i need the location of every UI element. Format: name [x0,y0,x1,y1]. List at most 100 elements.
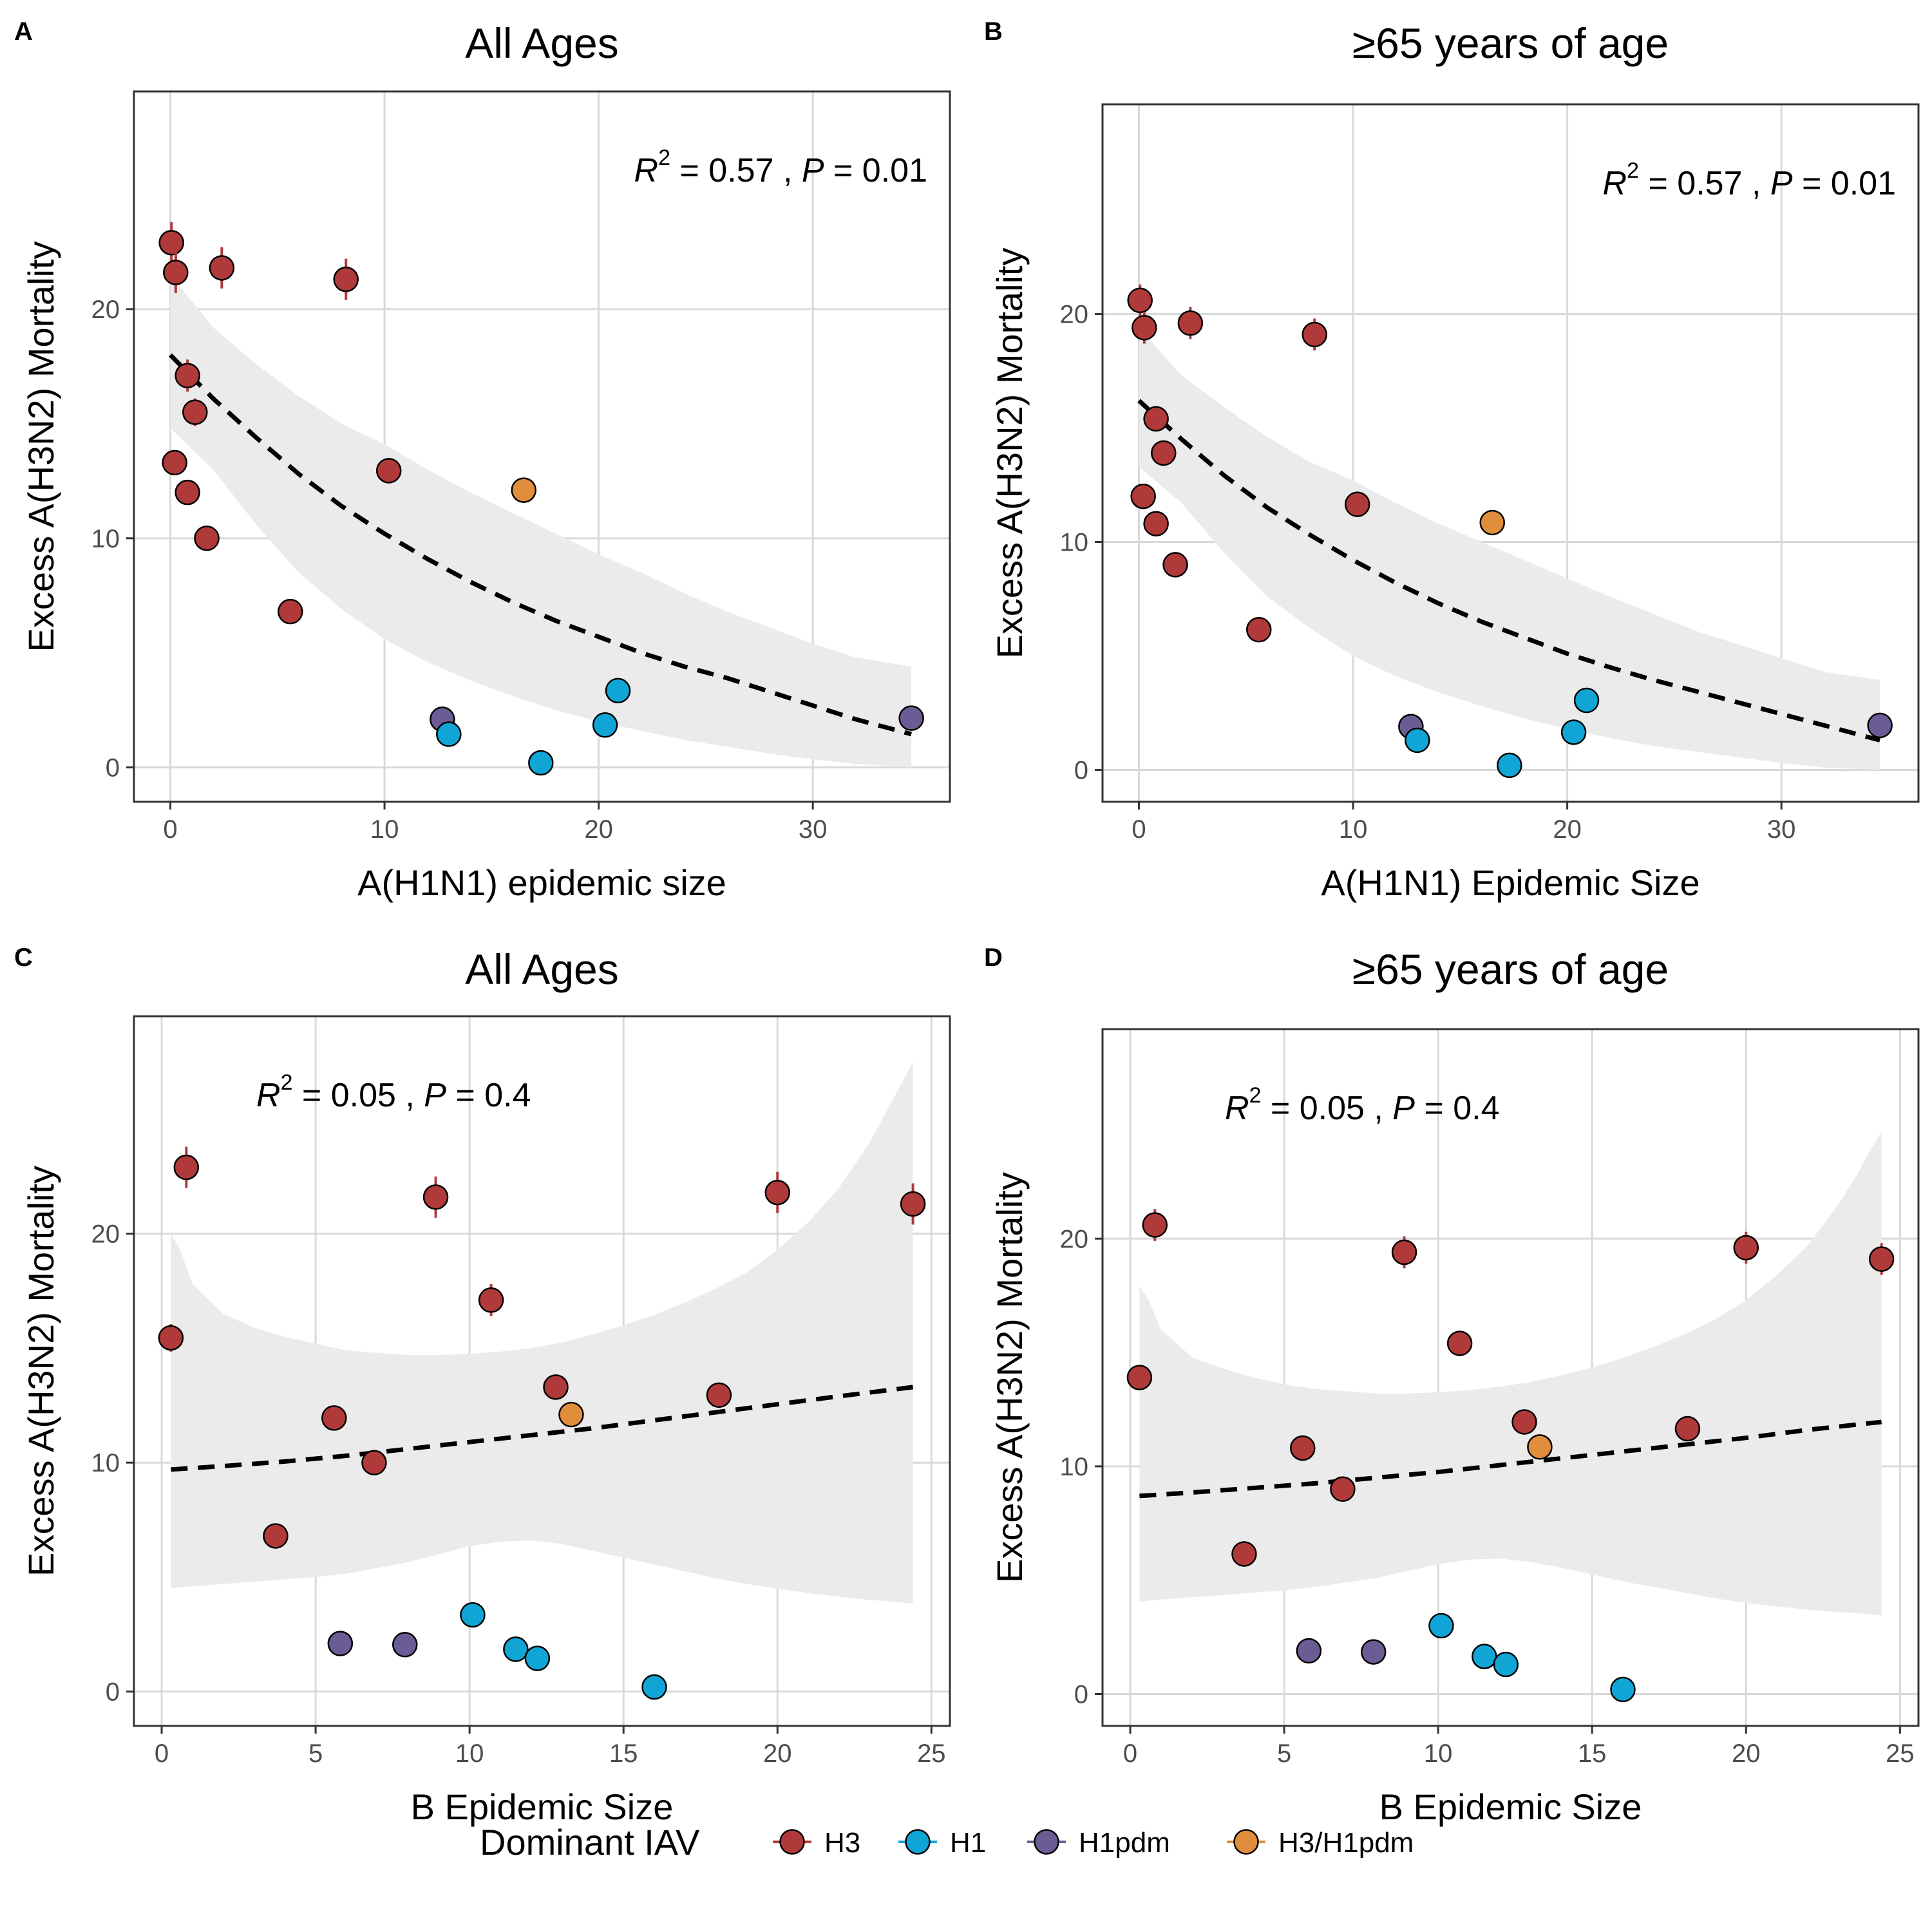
point-marker [543,1374,569,1400]
x-tick-label: 0 [1123,1739,1137,1768]
legend-item: H3/H1pdm [1227,1827,1414,1859]
r-label: R [634,152,659,189]
data-point [1127,284,1153,317]
point-marker [511,477,536,503]
point-marker [558,1401,584,1428]
data-point [764,1171,791,1213]
r-value: = 0.57 , [1639,165,1770,202]
point-marker [706,1382,732,1408]
data-point [605,677,631,704]
data-point [163,252,189,294]
y-axis-title: Excess A(H3N2) Mortality [21,1166,61,1577]
y-tick-label: 0 [106,754,120,782]
plot-area [158,1062,926,1700]
data-point [1177,307,1204,339]
point-marker [173,1154,200,1180]
data-point [1674,1416,1701,1442]
point-marker [158,230,184,256]
point-marker [641,1674,667,1700]
x-tick-label: 20 [584,815,613,844]
x-tick-label: 0 [155,1739,169,1768]
data-point [1132,312,1157,344]
y-tick-label: 10 [91,525,120,553]
panel-border [1101,1028,1920,1727]
point-marker [528,750,554,776]
p-label: P [802,152,824,189]
data-point [1497,752,1522,779]
y-tick-label: 20 [1060,1225,1089,1253]
data-point [175,479,200,506]
x-tick-label: 15 [1578,1739,1607,1768]
data-point [1142,1209,1168,1241]
p-value: = 0.01 [824,152,927,189]
point-marker [898,705,924,731]
y-tick-label: 0 [106,1678,120,1707]
r-label: R [1603,165,1627,202]
data-point [460,1602,486,1628]
point-marker [1162,552,1188,578]
point-marker [524,1645,551,1671]
p-value: = 0.01 [1793,165,1896,202]
data-point [263,1523,289,1549]
legend-marker [1034,1829,1059,1855]
r-exponent: 2 [658,146,670,170]
confidence-ribbon [1139,327,1880,770]
data-point [1126,1365,1153,1390]
data-point [1446,1331,1473,1356]
axis-ticks: 0 10 20 30 0 10 20 [1060,301,1796,844]
y-axis-title: Excess A(H3N2) Mortality [21,242,61,652]
data-point [158,222,184,263]
point-marker [1143,406,1169,432]
data-point [1405,727,1430,753]
point-marker [1405,727,1430,753]
y-tick-label: 20 [1060,301,1089,329]
plot-area [1126,1132,1895,1703]
point-marker [1126,1365,1153,1390]
data-point [1560,719,1587,745]
axis-ticks: 0 5 10 15 20 25 0 10 20 [91,1220,946,1768]
legend-title: Dominant IAV [480,1822,700,1862]
x-axis-title: A(H1N1) epidemic size [357,862,726,903]
point-marker [1479,509,1505,536]
panel-a: A All Ages 0 10 20 30 0 10 20 A(H1N1) epidemic si… [14,17,951,903]
point-marker [1573,687,1600,714]
r-label: R [256,1077,281,1114]
legend-marker [905,1829,931,1855]
data-point [1472,1643,1497,1669]
point-marker [327,1631,354,1656]
data-point [162,450,187,476]
data-point [173,1146,200,1188]
fit-line [1139,1419,1882,1499]
point-marker [1674,1416,1701,1442]
data-point [478,1283,504,1316]
y-tick-label: 10 [1060,529,1089,557]
panel-border [1101,103,1920,803]
data-point [1162,552,1188,578]
point-marker [422,1184,449,1210]
data-point [1290,1435,1316,1461]
data-point [641,1674,667,1700]
legend-marker [1233,1829,1259,1855]
point-marker [1296,1638,1322,1664]
stats-annotation: R2 = 0.57 , P = 0.01 [1603,158,1896,202]
point-marker [1446,1331,1473,1356]
p-label: P [1770,165,1793,202]
panel-title: ≥65 years of age [1352,19,1669,67]
plot-area [1127,284,1893,779]
r-exponent: 2 [1249,1083,1262,1108]
point-marker [1428,1613,1454,1639]
legend-label: H1 [950,1827,986,1859]
r-value: = 0.57 , [670,152,802,189]
x-tick-label: 10 [370,815,399,844]
point-marker [158,1325,184,1351]
legend: Dominant IAV H3 H1 H1pdm H3/H1pdm [480,1822,1414,1862]
legend-item: H3 [773,1827,860,1859]
panel-letter: D [984,943,1003,972]
data-point [361,1450,387,1475]
point-marker [1868,1246,1895,1272]
point-marker [436,721,462,747]
panel-b: B ≥65 years of age 0 10 20 30 0 10 20 A(H1N1) Epi… [984,17,1920,903]
x-tick-label: 10 [455,1739,484,1768]
data-point [511,477,536,503]
data-point [158,1324,184,1352]
